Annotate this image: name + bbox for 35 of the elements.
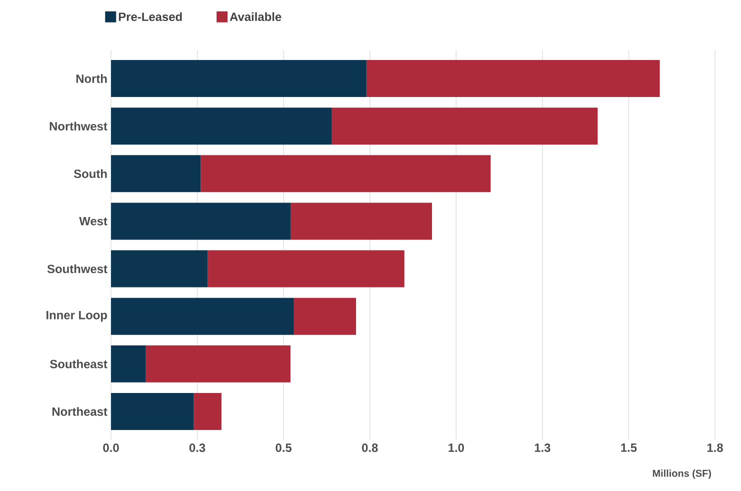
y-tick-label: Southeast <box>50 360 108 368</box>
bar <box>208 250 404 288</box>
x-tick-label: 0.3 <box>189 444 206 452</box>
x-tick-label: 0.0 <box>103 444 119 452</box>
bar <box>146 345 290 382</box>
bar <box>194 392 222 430</box>
legend-label: Available <box>230 12 282 22</box>
x-tick-label: 1.3 <box>534 444 550 452</box>
bar <box>111 298 294 335</box>
x-tick-label: 1.8 <box>707 444 723 452</box>
bar <box>290 202 432 240</box>
x-tick-label: 0.8 <box>362 444 378 452</box>
bar <box>111 345 146 382</box>
legend-label: Pre-Leased <box>118 12 182 22</box>
y-tick-label: Inner Loop <box>46 311 107 322</box>
bar <box>200 155 491 192</box>
y-tick-label: South <box>74 169 107 178</box>
y-tick-label: Northwest <box>50 122 108 130</box>
bar <box>111 202 290 240</box>
bar <box>111 108 332 145</box>
y-tick-label: North <box>76 74 107 83</box>
x-tick-label: 0.5 <box>276 444 292 452</box>
bar <box>294 298 356 335</box>
y-tick-label: Southwest <box>47 264 108 274</box>
y-tick-label: West <box>79 217 108 226</box>
bar <box>366 60 660 98</box>
bar <box>111 250 208 288</box>
x-axis-title: Millions (SF) <box>652 470 711 479</box>
x-tick-label: 1.5 <box>621 444 637 452</box>
y-tick-label: Northeast <box>52 407 108 416</box>
bar <box>111 392 194 430</box>
bar <box>111 155 201 192</box>
bar <box>332 108 598 145</box>
x-tick-label: 1.0 <box>448 444 464 452</box>
bar <box>111 60 366 98</box>
